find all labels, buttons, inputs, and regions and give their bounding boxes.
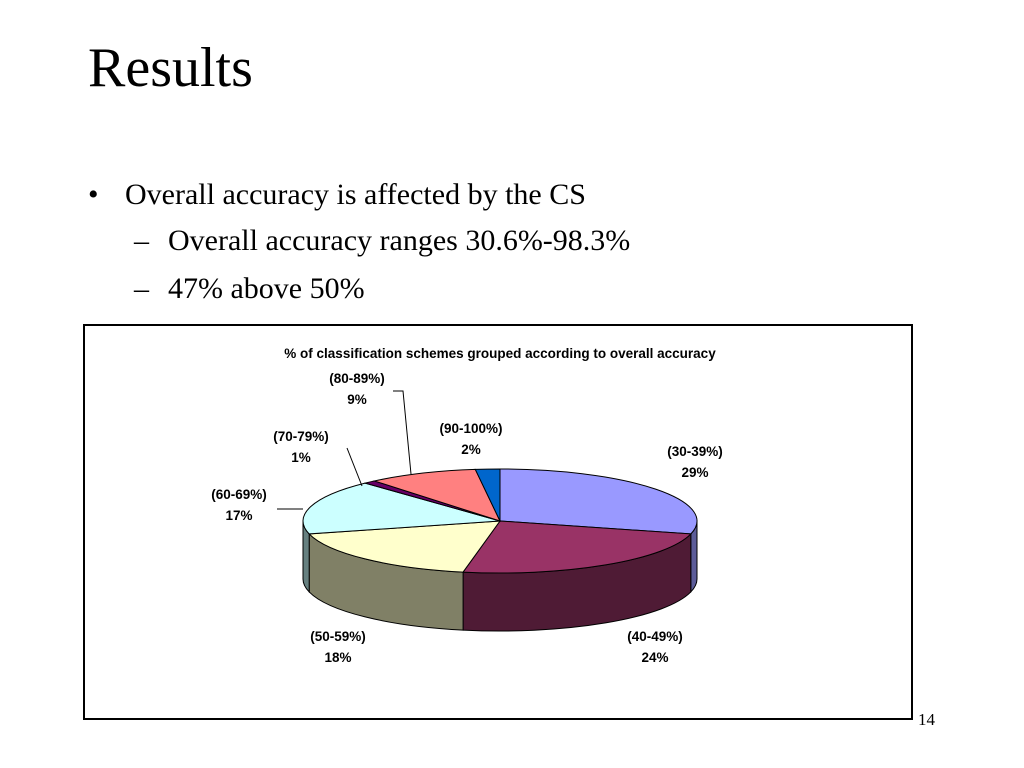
sub-bullet-marker: – <box>134 272 149 305</box>
pie-label-40-49: (40-49%) 24% <box>627 629 683 665</box>
slice-value-label: 2% <box>461 442 481 457</box>
sub-bullet-item: –47% above 50% <box>134 274 365 304</box>
pie-label-30-39: (30-39%) 29% <box>667 444 723 480</box>
page-number: 14 <box>918 710 935 729</box>
pie-slice-30-39 <box>499 468 698 535</box>
pie-chart: % of classification schemes grouped acco… <box>211 346 723 665</box>
slice-category-label: (70-79%) <box>273 429 329 444</box>
leader-lines <box>277 390 412 510</box>
pie-label-60-69: (60-69%) 17% <box>211 487 267 523</box>
slice-category-label: (30-39%) <box>667 444 723 459</box>
leader-line-80-89 <box>393 390 412 475</box>
slice-value-label: 17% <box>225 508 252 523</box>
slice-value-label: 29% <box>681 465 708 480</box>
pie-slice-60-69 <box>302 482 501 535</box>
pie-slice-40-49 <box>462 520 692 574</box>
chart-frame: % of classification schemes grouped acco… <box>83 324 913 720</box>
pie-label-70-79: (70-79%) 1% <box>273 429 329 465</box>
sub-bullet-text: 47% above 50% <box>168 272 365 305</box>
slide-title: Results <box>88 37 253 99</box>
pie-label-90-100: (90-100%) 2% <box>439 421 502 457</box>
bullet-marker: • <box>88 178 99 211</box>
pie-slice-90-100 <box>474 468 501 522</box>
slice-value-label: 1% <box>291 450 311 465</box>
sub-bullet-item: – Overall accuracy ranges 30.6%-98.3% <box>134 226 630 256</box>
slice-category-label: (40-49%) <box>627 629 683 644</box>
pie-label-50-59: (50-59%) 18% <box>310 629 366 665</box>
slice-value-label: 18% <box>324 650 351 665</box>
slice-value-label: 9% <box>347 392 367 407</box>
pie-slice-80-89 <box>372 468 501 522</box>
leader-line-70-79 <box>346 447 363 487</box>
pie-label-80-89: (80-89%) 9% <box>329 371 385 407</box>
sub-bullet-marker: – <box>134 224 149 257</box>
slice-value-label: 24% <box>641 650 668 665</box>
sub-bullet-text: Overall accuracy ranges 30.6%-98.3% <box>168 224 631 257</box>
pie-labels: (30-39%) 29% (40-49%) 24% (50-59%) 18% (60-69%… <box>211 371 723 665</box>
slice-category-label: (80-89%) <box>329 371 385 386</box>
bullet-text: Overall accuracy is affected by the CS <box>125 178 586 211</box>
slice-category-label: (90-100%) <box>439 421 502 436</box>
slice-category-label: (60-69%) <box>211 487 267 502</box>
slice-category-label: (50-59%) <box>310 629 366 644</box>
pie-slice-50-59 <box>308 520 502 573</box>
pie-layer <box>302 468 698 632</box>
chart-title: % of classification schemes grouped acco… <box>284 346 716 361</box>
